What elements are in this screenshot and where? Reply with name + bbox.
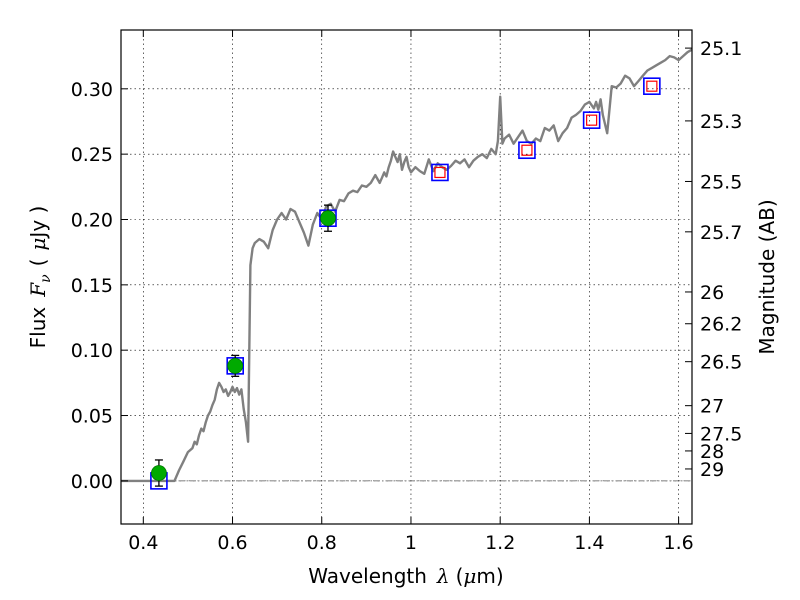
mag-tick-label: 28 [700,441,724,463]
model-flux-square [431,163,449,182]
x-axis-title: Wavelength λ (μm) [308,564,503,588]
mag-tick-label: 25.7 [700,222,742,244]
x-tick-label: 0.6 [217,532,247,554]
mag-tick-label: 25.1 [700,38,742,60]
mag-tick-label: 26 [700,282,724,304]
upper-limit-square [521,144,533,156]
upper-limit-square [434,166,446,179]
mag-tick-label: 25.3 [700,111,742,133]
y-tick-label: 0.05 [71,406,113,428]
y-tick-label: 0.00 [71,471,113,493]
model-flux-square [643,77,661,95]
observed-flux-point [151,465,167,481]
plot-frame [120,29,693,525]
mag-tick-label: 26.2 [700,314,742,336]
y-tick-label: 0.10 [71,340,113,362]
x-tick-label: 0.8 [307,532,337,554]
upper-limit-square [586,114,598,126]
observed-flux-point [320,210,336,227]
y-axis-title: FluxFν(μJy ) [26,206,54,349]
x-tick-label: 1.2 [485,532,515,554]
y-tick-label: 0.30 [71,79,113,101]
axis-ticks: 0.4 0.6 0.8 1 1.2 1.4 1.6 0.00 0.05 0.10 0.15 0.20 0… [71,30,742,554]
upper-limit-square [646,80,658,92]
mag-tick-label: 26.5 [700,352,742,374]
series-layer [121,48,693,490]
y-tick-label: 0.20 [71,209,113,231]
mag-tick-label: 27.5 [700,423,742,445]
model-flux-square [582,111,601,129]
x-tick-label: 1.6 [664,532,694,554]
x-tick-label: 1.4 [574,532,604,554]
model-flux-square [518,141,536,160]
spectrum-line [121,48,693,483]
x-tick-label: 1 [405,532,417,554]
x-tick-label: 0.4 [128,532,158,554]
observed-flux-point [227,357,244,374]
mag-tick-label: 25.5 [700,171,742,193]
y2-axis-title: Magnitude (AB) [755,199,779,354]
mag-tick-label: 29 [700,459,724,481]
grid-lines [121,30,692,524]
mag-tick-label: 27 [700,396,724,418]
y-tick-label: 0.15 [71,275,113,297]
y-tick-label: 0.25 [71,144,113,166]
